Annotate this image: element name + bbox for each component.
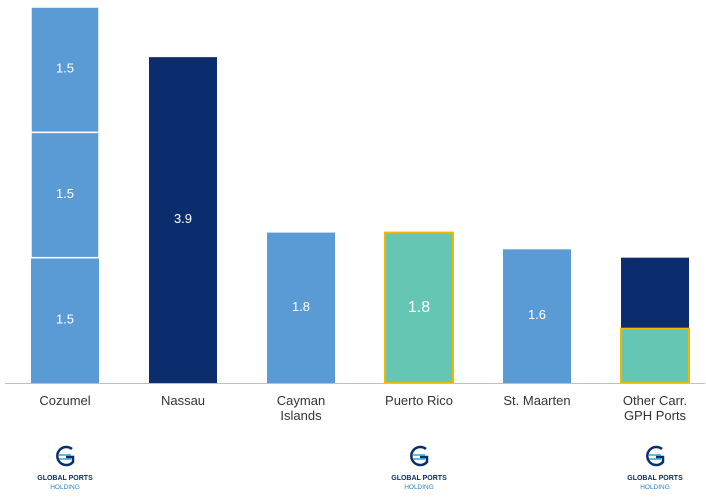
bar [149,57,217,384]
data-label: 1.8 [408,299,430,316]
bar [620,327,690,385]
data-label: 1.8 [292,299,310,314]
logo-icon [410,445,429,467]
logo: GLOBAL PORTS HOLDING [391,445,447,491]
logo-icon [646,445,665,467]
x-tick-label: St. Maarten [503,393,570,408]
x-tick-label: Cozumel [39,393,90,408]
logo-icon [56,445,75,467]
x-tick-label: Puerto Rico [385,393,453,408]
x-tick-label: Other Carr. GPH Ports [623,393,687,423]
logo-text: GLOBAL PORTS [391,475,447,482]
bar [503,249,571,383]
data-label: 1.5 [56,186,74,201]
bar [30,6,100,134]
logo-text: HOLDING [640,484,670,491]
bar [384,231,454,384]
bar [267,232,335,383]
x-tick-label: Nassau [161,393,205,408]
data-label: 3.9 [174,212,192,227]
bar [31,257,99,383]
x-tick-label: Cayman Islands [277,393,325,423]
logo-text: HOLDING [404,484,434,491]
logo: GLOBAL PORTS HOLDING [627,445,683,491]
data-label: 1.6 [528,308,546,323]
logo: GLOBAL PORTS HOLDING [37,445,93,491]
logo-text: GLOBAL PORTS [37,475,93,482]
data-label: 1.5 [56,61,74,76]
bar [30,131,100,259]
logo-text: GLOBAL PORTS [627,475,683,482]
logo-text: HOLDING [50,484,80,491]
data-label: 1.5 [56,312,74,327]
